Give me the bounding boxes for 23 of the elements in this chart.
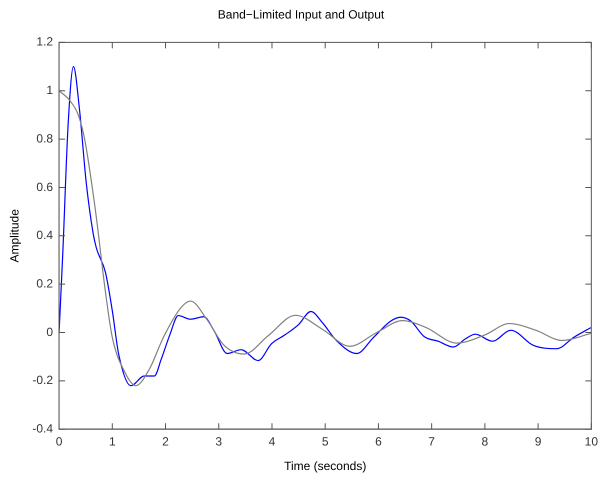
x-tick-label: 9 — [534, 434, 542, 449]
y-tick-label: 0.8 — [36, 131, 54, 146]
chart-title: Band−Limited Input and Output — [218, 8, 385, 22]
x-tick-label: 7 — [428, 434, 436, 449]
y-tick-label: 1.2 — [36, 34, 54, 49]
y-tick-label: 0.2 — [36, 276, 54, 290]
y-tick-label: 0.4 — [36, 228, 54, 242]
x-tick-label: 0 — [56, 434, 63, 449]
x-tick-label: 6 — [375, 434, 382, 449]
x-tick-label: 10 — [584, 434, 598, 449]
y-tick-label: 0 — [46, 324, 54, 339]
x-tick-label: 5 — [322, 434, 329, 449]
y-tick-label: -0.2 — [32, 373, 54, 388]
x-tick-label: 3 — [215, 434, 222, 449]
y-tick-label: 1 — [46, 83, 54, 98]
x-tick-label: 4 — [268, 434, 276, 449]
x-tick-label: 8 — [482, 434, 489, 449]
y-tick-label: -0.4 — [32, 422, 54, 436]
x-tick-label: 2 — [162, 434, 170, 449]
x-axis-title: Time (seconds) — [284, 459, 366, 474]
y-tick-label: 0.6 — [36, 180, 54, 194]
x-tick-label: 1 — [108, 434, 116, 449]
y-axis-title: Amplitude — [8, 208, 22, 262]
